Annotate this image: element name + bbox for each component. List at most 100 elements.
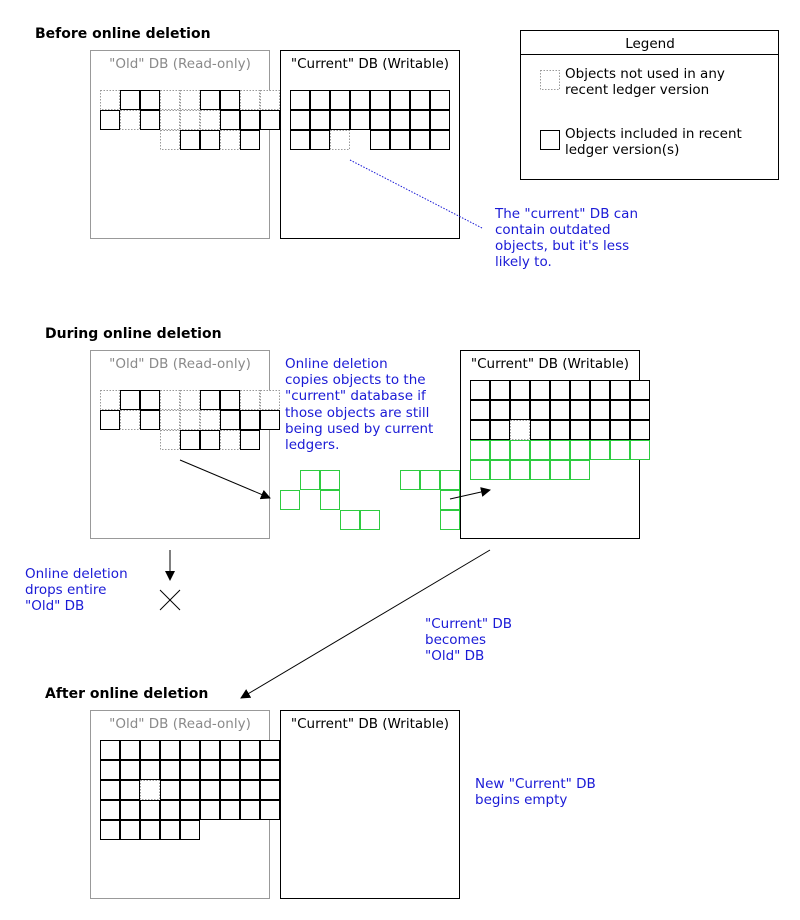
unused-object-cell [160, 90, 180, 110]
used-object-cell [240, 110, 260, 130]
copied-object-cell [550, 460, 570, 480]
used-object-cell [180, 760, 200, 780]
used-object-cell [630, 380, 650, 400]
used-object-cell [610, 380, 630, 400]
copied-object-cell [440, 470, 460, 490]
used-object-cell [140, 820, 160, 840]
unused-object-cell [160, 390, 180, 410]
used-object-cell [570, 400, 590, 420]
copied-object-cell [440, 490, 460, 510]
used-object-cell [410, 90, 430, 110]
copied-object-cell [530, 460, 550, 480]
copied-object-cell [320, 490, 340, 510]
becomes-old-arrow [240, 549, 491, 699]
used-object-cell [220, 800, 240, 820]
used-object-cell [140, 410, 160, 430]
used-object-cell [510, 380, 530, 400]
copy-arrow-in [449, 487, 491, 500]
drops-note: Online deletion drops entire "Old" DB [25, 566, 132, 614]
old-db-label-during: "Old" DB (Read-only) [109, 356, 251, 372]
used-object-cell [220, 90, 240, 110]
used-object-cell [140, 740, 160, 760]
used-object-cell [550, 400, 570, 420]
used-object-cell [570, 420, 590, 440]
current-db-objects-before [290, 90, 450, 150]
unused-object-cell [220, 430, 240, 450]
used-object-cell [140, 800, 160, 820]
used-object-cell [430, 90, 450, 110]
copied-object-cell [550, 440, 570, 460]
after-section-title: After online deletion [45, 686, 208, 702]
used-object-cell [120, 90, 140, 110]
old-db-objects-after [100, 740, 280, 840]
used-object-cell [200, 800, 220, 820]
copied-object-cell [490, 460, 510, 480]
used-object-cell [550, 420, 570, 440]
used-object-cell [120, 760, 140, 780]
used-object-cell [100, 760, 120, 780]
used-object-cell [160, 740, 180, 760]
used-object-cell [590, 380, 610, 400]
copied-object-cell [510, 460, 530, 480]
used-object-cell [310, 110, 330, 130]
legend-title: Legend [625, 36, 675, 52]
used-object-cell [350, 110, 370, 130]
copied-object-cell [570, 460, 590, 480]
unused-object-cell [120, 410, 140, 430]
legend-unused-swatch [540, 70, 560, 90]
used-object-cell [490, 400, 510, 420]
copied-object-cell [630, 440, 650, 460]
copied-object-cell [510, 440, 530, 460]
used-object-cell [160, 780, 180, 800]
used-object-cell [140, 90, 160, 110]
unused-object-cell [200, 110, 220, 130]
used-object-cell [220, 110, 240, 130]
copied-object-cell [320, 470, 340, 490]
copied-objects [280, 470, 480, 530]
used-object-cell [370, 90, 390, 110]
used-object-cell [180, 820, 200, 840]
used-object-cell [510, 400, 530, 420]
used-object-cell [100, 780, 120, 800]
unused-object-cell [510, 420, 530, 440]
used-object-cell [200, 430, 220, 450]
used-object-cell [290, 110, 310, 130]
copied-object-cell [610, 440, 630, 460]
used-object-cell [550, 380, 570, 400]
used-object-cell [310, 90, 330, 110]
current-db-box-after [280, 710, 460, 899]
used-object-cell [390, 110, 410, 130]
old-db-label-after: "Old" DB (Read-only) [109, 716, 251, 732]
used-object-cell [530, 400, 550, 420]
used-object-cell [260, 110, 280, 130]
used-object-cell [290, 130, 310, 150]
unused-object-cell [220, 130, 240, 150]
used-object-cell [260, 800, 280, 820]
used-object-cell [220, 740, 240, 760]
unused-object-cell [330, 130, 350, 150]
used-object-cell [410, 130, 430, 150]
used-object-cell [490, 380, 510, 400]
used-object-cell [100, 740, 120, 760]
used-object-cell [590, 400, 610, 420]
used-object-cell [490, 420, 510, 440]
old-db-objects-before [100, 90, 280, 150]
current-db-objects-during [470, 380, 650, 480]
unused-object-cell [180, 90, 200, 110]
used-object-cell [240, 740, 260, 760]
used-object-cell [220, 780, 240, 800]
used-object-cell [350, 90, 370, 110]
copied-object-cell [400, 470, 420, 490]
unused-object-cell [160, 430, 180, 450]
used-object-cell [470, 400, 490, 420]
used-object-cell [260, 410, 280, 430]
used-object-cell [530, 420, 550, 440]
used-object-cell [100, 800, 120, 820]
unused-object-cell [160, 110, 180, 130]
used-object-cell [100, 110, 120, 130]
used-object-cell [240, 130, 260, 150]
used-object-cell [200, 90, 220, 110]
used-object-cell [220, 760, 240, 780]
unused-object-cell [160, 410, 180, 430]
